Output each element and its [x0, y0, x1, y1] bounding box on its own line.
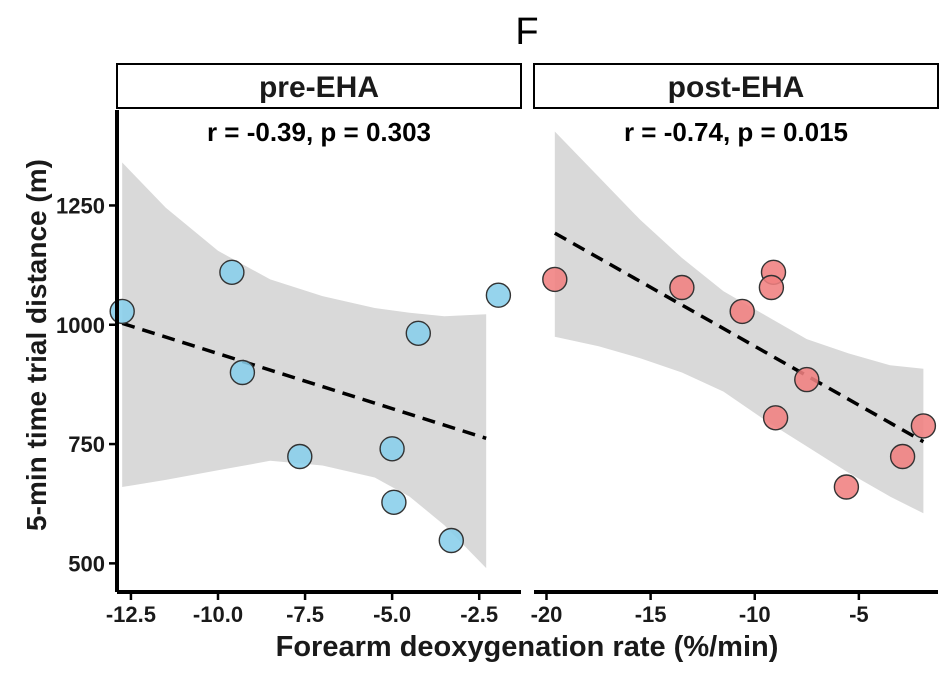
x-tick-label-post-eha: -15: [635, 602, 667, 627]
data-point-post-eha: [833, 474, 860, 500]
stat-annotation-pre-eha: r = -0.39, p = 0.303: [207, 117, 431, 147]
data-point-post-eha: [669, 274, 695, 301]
plot-area-post-eha: -20 -15 -10 -5: [531, 131, 938, 627]
stat-annotation-post-eha: r = -0.74, p = 0.015: [624, 117, 848, 147]
data-point-post-eha: [910, 413, 937, 439]
regression-line-pre-eha: [121, 321, 487, 441]
panel-pre-eha: pre-EHA r = -0.39, p = 0.303 -12.5 -10.0-…: [56, 63, 522, 627]
data-point-pre-eha: [485, 282, 512, 308]
y-tick-label: 750: [68, 432, 105, 457]
panel-post-eha: post-EHA r = -0.74, p = 0.015 -20 -15 -10-…: [531, 63, 939, 627]
y-tick-label: 1250: [56, 193, 105, 218]
data-point-pre-eha: [381, 489, 407, 515]
y-tick-label: 1000: [56, 313, 105, 338]
data-point-pre-eha: [287, 443, 313, 470]
data-point-pre-eha: [405, 320, 431, 346]
regression-line-post-eha: [553, 231, 925, 444]
x-tick-label-pre-eha: -7.5: [286, 602, 324, 627]
data-point-pre-eha: [109, 298, 135, 325]
figure-label: F: [515, 11, 538, 53]
x-tick-label-post-eha: -5: [849, 602, 869, 627]
x-tick-label-pre-eha: -12.5: [106, 602, 156, 627]
data-point-post-eha: [758, 274, 785, 301]
data-point-post-eha: [889, 443, 916, 470]
strip-label-post-eha: post-EHA: [668, 71, 805, 104]
strip-label-pre-eha: pre-EHA: [259, 71, 379, 104]
data-point-post-eha: [542, 266, 568, 293]
x-tick-label-post-eha: -10: [739, 602, 771, 627]
strip-post-eha: [533, 63, 939, 109]
data-point-pre-eha: [219, 259, 245, 285]
data-point-pre-eha: [229, 359, 256, 386]
x-tick-label-pre-eha: -2.5: [460, 602, 498, 627]
data-point-pre-eha: [438, 527, 464, 554]
data-point-pre-eha: [379, 436, 405, 462]
plot-area-pre-eha: -12.5 -10.0 -7.5 -5.0 -2.5 500 750 1000 1250: [56, 110, 521, 627]
x-tick-label-pre-eha: -5.0: [373, 602, 411, 627]
x-tick-label-pre-eha: -10.0: [193, 602, 243, 627]
y-tick-label: 500: [68, 551, 105, 576]
data-point-post-eha: [729, 298, 755, 325]
confidence-band-pre-eha: [122, 162, 487, 569]
data-point-post-eha: [762, 405, 789, 431]
x-axis-title: Forearm deoxygenation rate (%/min): [276, 631, 779, 663]
strip-pre-eha: [116, 63, 522, 109]
data-point-post-eha: [794, 366, 820, 393]
x-tick-label-post-eha: -20: [531, 602, 563, 627]
y-axis-title: 5-min time trial distance (m): [21, 159, 52, 531]
